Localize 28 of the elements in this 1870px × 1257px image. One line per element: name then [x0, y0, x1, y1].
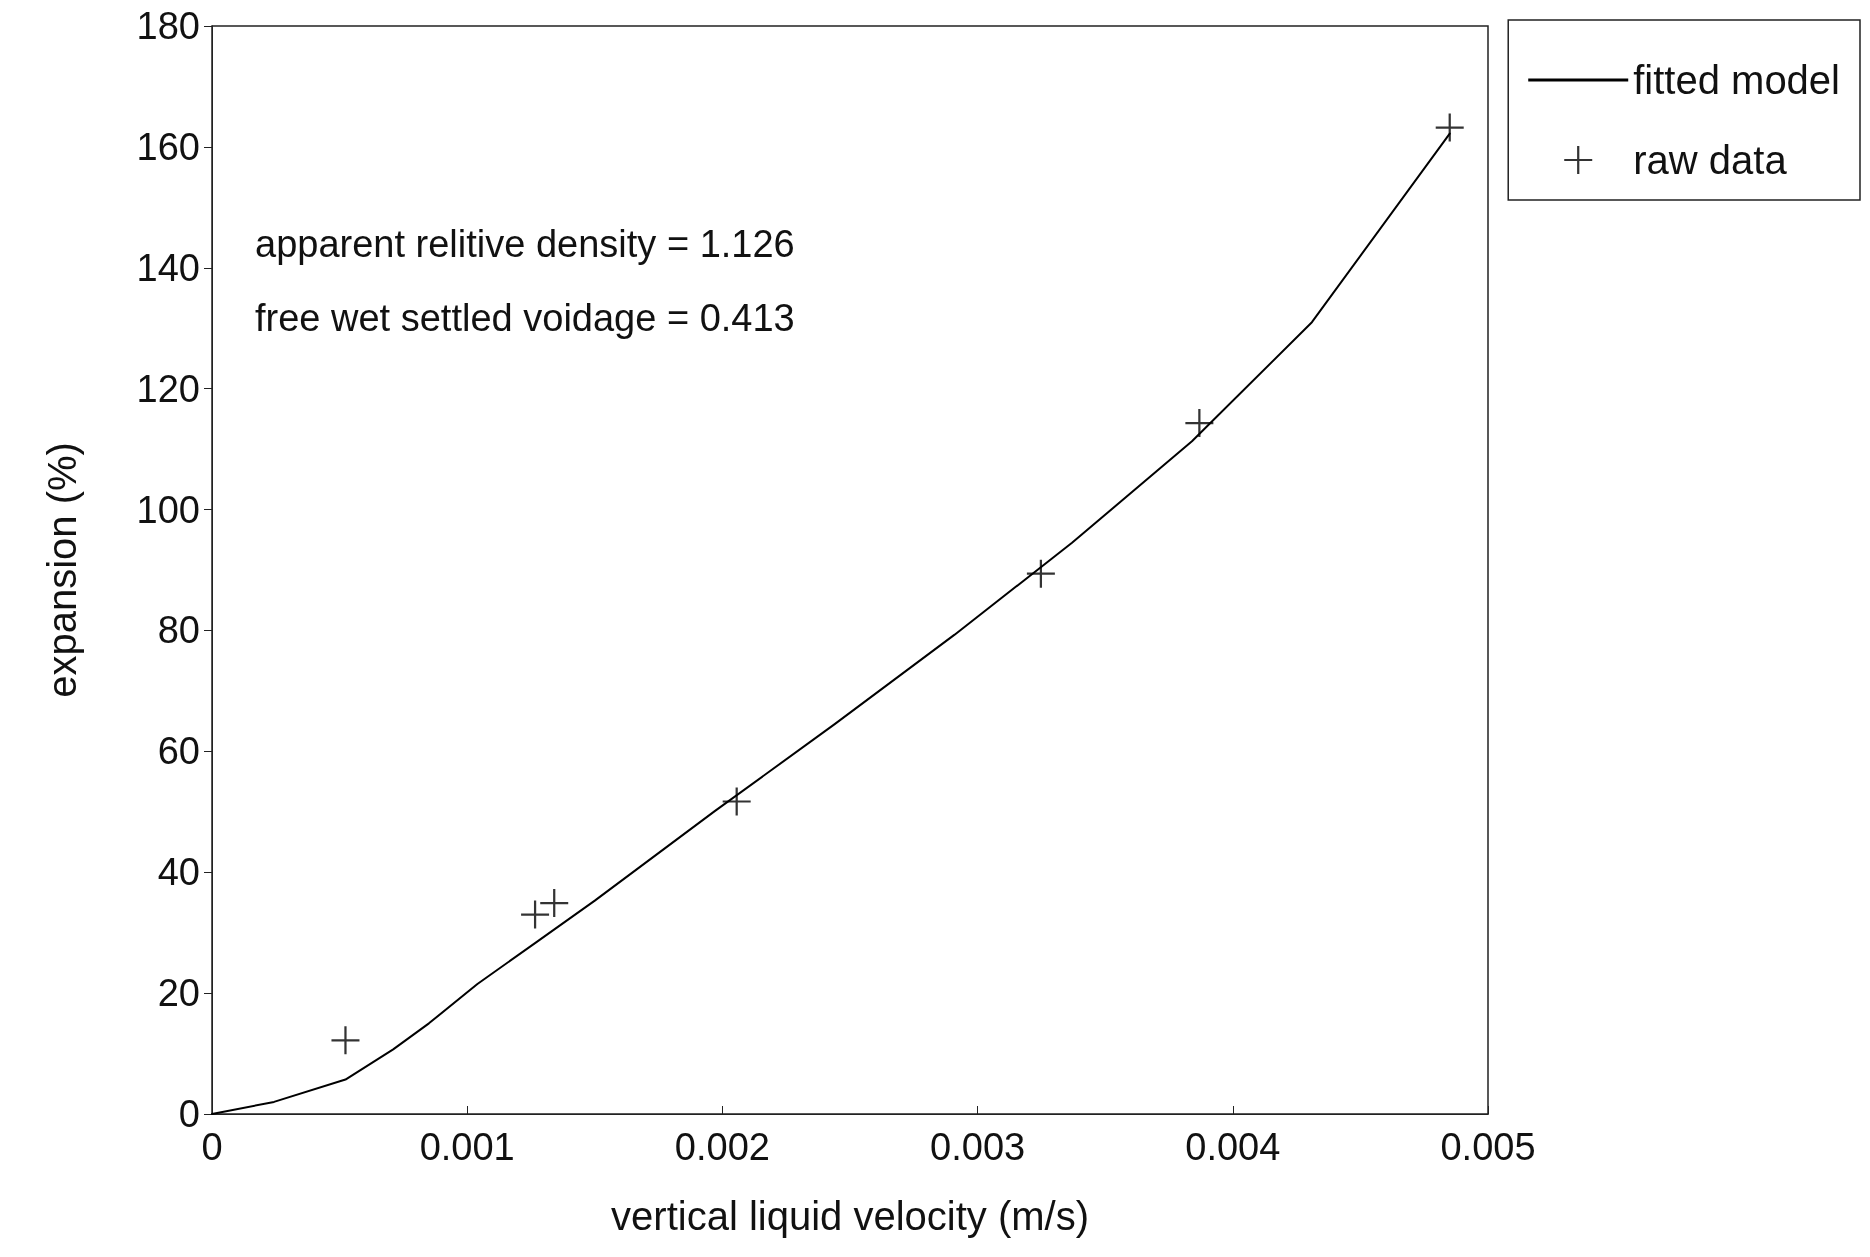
y-tick-label: 0	[178, 1093, 200, 1135]
y-tick-label: 180	[136, 5, 200, 47]
y-tick-label: 60	[157, 730, 200, 773]
y-tick-label: 160	[136, 125, 200, 168]
point	[1435, 113, 1464, 142]
x-tick-label: 0.005	[1440, 1126, 1536, 1168]
point	[1185, 409, 1214, 438]
x-tick-label: 0.001	[419, 1126, 515, 1168]
point	[521, 900, 550, 929]
legend-label: fitted model	[1633, 58, 1840, 102]
legend-label: raw data	[1633, 138, 1788, 182]
y-tick-label: 140	[136, 246, 200, 289]
y-tick-label: 100	[136, 488, 200, 531]
point	[540, 889, 569, 918]
y-axis-title: expansion (%)	[40, 442, 84, 698]
point	[1026, 559, 1055, 588]
y-tick-label: 40	[157, 851, 200, 894]
point	[331, 1026, 360, 1055]
y-tick-label: 20	[157, 972, 200, 1015]
x-axis-title: vertical liquid velocity (m/s)	[611, 1194, 1089, 1238]
annotation: free wet settled voidage = 0.413	[255, 297, 795, 339]
y-tick-label: 80	[157, 609, 200, 652]
x-tick-label: 0.004	[1185, 1126, 1281, 1168]
x-tick-label: 0.003	[930, 1126, 1026, 1168]
annotation: apparent relitive density = 1.126	[255, 223, 795, 265]
y-tick-label: 120	[136, 367, 200, 410]
x-tick-label: 0.002	[674, 1126, 770, 1168]
point	[722, 787, 751, 816]
